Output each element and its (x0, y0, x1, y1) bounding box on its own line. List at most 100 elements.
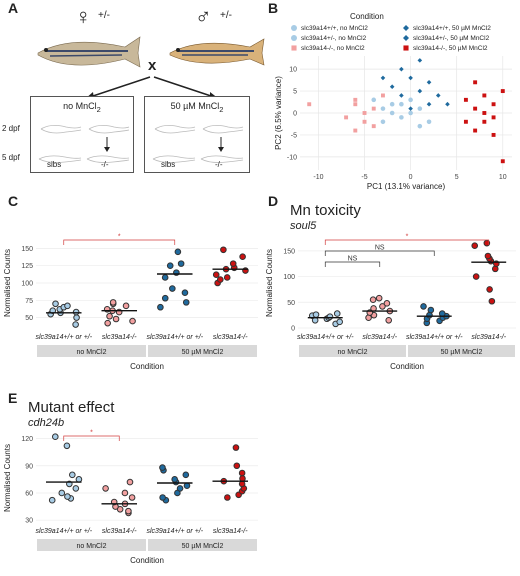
x-tick-label: slc39a14-/- (213, 334, 248, 341)
x-tick-label: 5 (455, 174, 459, 181)
x-tick-label: slc39a14+/+ or +/- (35, 334, 92, 341)
cross-symbol: x (148, 57, 157, 74)
data-point (75, 476, 83, 483)
male-zebrafish-icon (169, 38, 265, 66)
legend-label: slc39a14-/-, no MnCl2 (301, 44, 365, 52)
data-point (174, 248, 182, 256)
data-point (333, 310, 341, 317)
data-point (51, 433, 59, 441)
data-point (182, 471, 190, 479)
significance-label: * (90, 430, 93, 437)
female-zebrafish-icon (37, 36, 141, 68)
legend-item: slc39a14-/-, no MnCl2 (290, 44, 365, 52)
data-point (238, 469, 246, 477)
pca-point (344, 115, 349, 120)
larvae-illustration-left (38, 125, 130, 163)
data-point (312, 311, 320, 318)
pca-point (435, 93, 441, 98)
pca-point (473, 106, 478, 111)
y-tick-label: 90 (25, 463, 33, 470)
data-point (229, 260, 237, 267)
stage-2dpf: 2 dpf (2, 124, 20, 133)
data-point (488, 297, 496, 305)
data-point (102, 485, 109, 492)
data-point (122, 302, 130, 310)
panel-letter-c: C (8, 193, 19, 209)
data-point (48, 496, 56, 504)
data-point (161, 274, 169, 281)
pca-point (380, 106, 386, 111)
pca-point (473, 80, 478, 85)
y-tick-label: 75 (25, 298, 33, 305)
legend-item: slc39a14-/-, 50 µM MnCl2 (402, 44, 488, 52)
data-point (233, 462, 241, 470)
y-tick-label: 150 (283, 248, 295, 255)
y-tick-label: 60 (25, 490, 33, 497)
legend-label: slc39a14-/-, 50 µM MnCl2 (413, 44, 488, 52)
data-point (109, 299, 117, 306)
group-strip (148, 345, 257, 357)
data-point (181, 289, 189, 296)
x-tick-label: -10 (313, 174, 323, 181)
legend-item: slc39a14+/-, no MnCl2 (290, 34, 366, 42)
significance-label: NS (348, 256, 358, 263)
significance-bracket (63, 435, 120, 441)
significance-label: NS (375, 245, 385, 252)
legend-label: slc39a14+/-, 50 µM MnCl2 (413, 34, 490, 42)
pca-point (417, 58, 423, 63)
data-point (420, 303, 427, 310)
data-point (216, 276, 224, 283)
group-label: no MnCl2 (338, 349, 368, 356)
y-tick-label: 125 (21, 263, 33, 270)
data-point (161, 294, 169, 302)
group-label: no MnCl2 (77, 543, 107, 550)
data-point (69, 471, 76, 479)
data-point (336, 318, 343, 326)
pca-point (381, 93, 385, 98)
mncl2-box: 50 µM MnCl2 sibs -/- (144, 96, 250, 173)
panel-e-title: Mutant effect (28, 399, 115, 416)
sibs-label-right: sibs (161, 160, 176, 169)
x-tick-label: slc39a14-/- (102, 528, 137, 535)
data-point (104, 319, 111, 327)
data-point (177, 260, 185, 267)
y-tick-label: 0 (291, 326, 295, 333)
legend-item: slc39a14+/-, 50 µM MnCl2 (402, 34, 489, 42)
y-axis-label: PC2 (6.5% variance) (274, 76, 283, 150)
data-point (212, 271, 220, 278)
data-point (58, 489, 66, 497)
mncl2-label: 50 µM MnCl2 (170, 101, 224, 114)
legend-label: slc39a14+/-, no MnCl2 (301, 34, 367, 42)
significance-bracket (324, 261, 381, 267)
soul5-plot: 50 75 100 125 150 * slc39a14+/+ or +/- slc39a14… (3, 234, 258, 371)
data-point (125, 507, 132, 515)
pca-point (353, 128, 358, 133)
significance-bracket (324, 239, 490, 245)
data-point (472, 273, 480, 280)
pca-point (417, 88, 423, 94)
legend-label: slc39a14+/+, 50 µM MnCl2 (413, 24, 491, 32)
pca-point (408, 97, 413, 103)
data-point (232, 444, 240, 451)
pca-point (426, 80, 432, 85)
pca-point (408, 110, 413, 116)
x-axis-label: Condition (130, 556, 164, 565)
stage-5dpf: 5 dpf (2, 153, 20, 162)
pca-point (500, 89, 505, 94)
panel-letter-b: B (268, 0, 279, 16)
y-tick-label: 50 (287, 300, 295, 307)
x-tick-label: slc39a14+/+ or +/- (146, 528, 203, 535)
data-point (183, 482, 191, 490)
data-point (385, 316, 393, 324)
legend-marker (403, 35, 409, 41)
y-tick-label: 100 (21, 281, 33, 288)
legend-swatch (291, 35, 297, 41)
pca-point (389, 101, 395, 107)
x-tick-label: slc39a14+/+ or +/- (35, 528, 92, 535)
data-point (106, 312, 113, 320)
group-strip (37, 345, 146, 357)
legend-title: Condition (350, 12, 384, 21)
legend-marker (403, 45, 409, 51)
data-point (157, 303, 164, 311)
y-axis-label: Normalised Counts (265, 249, 274, 317)
